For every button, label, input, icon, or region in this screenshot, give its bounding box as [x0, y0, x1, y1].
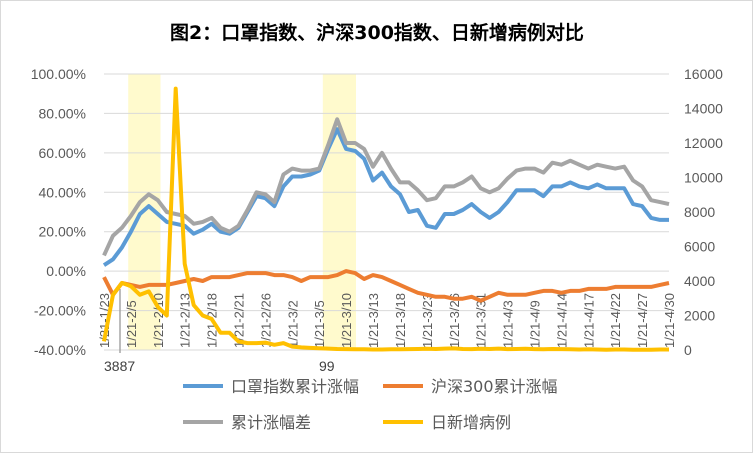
- y-left-tick-label: -20.00%: [34, 303, 86, 319]
- x-tick-label: 1/21-4/27: [635, 293, 650, 348]
- y-left-tick-label: 0.00%: [46, 263, 86, 279]
- x-tick-label: 1/21-3/2: [285, 300, 300, 348]
- x-tick-label: 1/21-4/22: [608, 293, 623, 348]
- data-label: 99: [319, 358, 335, 374]
- x-tick-label: 1/21-2/10: [151, 293, 166, 348]
- x-tick-label: 1/21-2/21: [232, 293, 247, 348]
- chart-title: 图2：口罩指数、沪深300指数、日新增病例对比: [170, 21, 584, 44]
- x-tick-label: 1/21-2/26: [258, 293, 273, 348]
- x-tick-label: 1/21-4/3: [501, 300, 516, 348]
- y-right-tick-label: 2000: [684, 308, 715, 324]
- series-line: [102, 127, 669, 267]
- legend-label: 累计涨幅差: [231, 413, 311, 432]
- x-tick-label: 1/21-4/30: [662, 293, 677, 348]
- x-tick-label: 1/21-4/14: [554, 293, 569, 348]
- x-tick-label: 1/21-4/9: [527, 300, 542, 348]
- y-right-tick-label: 4000: [684, 273, 715, 289]
- y-left-tick-label: 40.00%: [39, 184, 86, 200]
- legend-label: 日新增病例: [431, 413, 511, 432]
- y-right-tick-label: 10000: [684, 170, 723, 186]
- y-right-tick-label: 8000: [684, 204, 715, 220]
- y-left-tick-label: -40.00%: [34, 342, 86, 358]
- series-line: [102, 86, 669, 352]
- y-left-tick-label: 100.00%: [31, 66, 86, 82]
- y-right-tick-label: 12000: [684, 135, 723, 151]
- x-tick-label: 1/21-3/26: [447, 293, 462, 348]
- y-left-tick-label: 60.00%: [39, 145, 86, 161]
- x-tick-label: 1/21-3/31: [474, 293, 489, 348]
- x-tick-label: 1/21-1/23: [97, 293, 112, 348]
- data-label: 3887: [104, 358, 135, 374]
- x-tick-label: 1/21-3/18: [393, 293, 408, 348]
- y-left-tick-label: 20.00%: [39, 224, 86, 240]
- x-tick-label: 1/21-4/17: [581, 293, 596, 348]
- y-left-tick-label: 80.00%: [39, 105, 86, 121]
- legend-label: 口罩指数累计涨幅: [231, 377, 359, 396]
- x-tick-label: 1/21-3/23: [420, 293, 435, 348]
- x-tick-label: 1/21-2/13: [178, 293, 193, 348]
- x-tick-label: 1/21-3/13: [366, 293, 381, 348]
- x-tick-label: 1/21-2/5: [124, 300, 139, 348]
- series-line: [102, 269, 670, 303]
- x-tick-label: 1/21-3/5: [312, 300, 327, 348]
- legend-label: 沪深300累计涨幅: [431, 377, 558, 396]
- y-right-tick-label: 0: [684, 342, 692, 358]
- y-right-tick-label: 16000: [684, 66, 723, 82]
- y-right-tick-label: 6000: [684, 239, 715, 255]
- series-line: [102, 117, 670, 257]
- y-right-tick-label: 14000: [684, 101, 723, 117]
- x-tick-label: 1/21-3/10: [339, 293, 354, 348]
